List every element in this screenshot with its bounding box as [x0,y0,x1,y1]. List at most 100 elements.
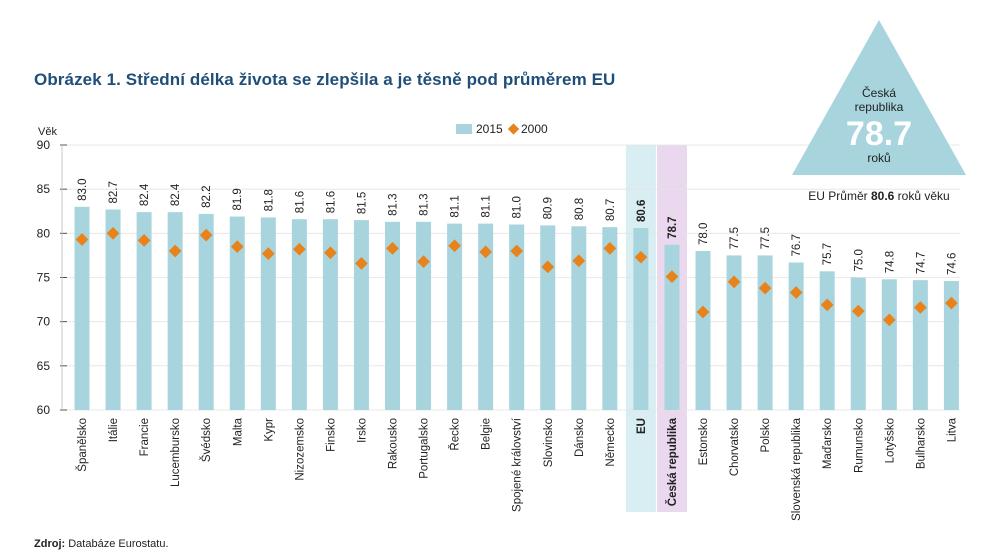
chart-title: Obrázek 1. Střední délka života se zlepš… [34,70,616,89]
y-axis-title: Věk [38,126,57,138]
marker-2000 [199,228,213,242]
value-label: 82.2 [201,186,213,208]
x-tick-label: Maďarsko [822,418,834,469]
marker-2000 [75,233,89,246]
legend-marker-2000 [507,123,520,135]
bar [850,277,866,410]
value-label: 81.1 [450,195,462,217]
eu-average-note: EU Průměr 80.6 roků věku [808,189,949,203]
bars-2015 [74,206,959,410]
x-tick-label: Lucembursko [170,418,182,487]
marker-2000 [106,226,120,240]
marker-2000 [230,240,244,253]
value-label: 81.3 [419,193,431,215]
callout-triangle-shape [792,20,966,175]
bar [167,212,183,410]
marker-2000 [417,255,430,268]
value-label: 75.0 [853,249,865,271]
eu-average-prefix: EU Průměr [808,189,871,203]
value-label: 82.4 [170,183,182,206]
x-tick-label: Belgie [481,418,493,450]
bar [291,219,307,410]
bar [819,271,835,410]
value-label: 81.0 [512,196,524,218]
value-label: 81.5 [356,192,368,214]
value-label: 82.7 [108,181,120,203]
bar [447,223,463,410]
value-label: 83.0 [77,178,89,200]
x-tick-label: Rakousko [388,418,400,469]
value-label: 81.6 [325,191,337,213]
callout-country-line2: republika [855,100,904,114]
x-tick-label: Rumunsko [853,418,865,473]
legend-swatch-2015 [456,124,472,134]
value-label: 82.4 [139,183,151,206]
marker-2000 [137,234,151,247]
bar [260,217,276,410]
marker-2000 [386,241,399,255]
legend: 2015 2000 [456,122,548,136]
bar [478,223,494,410]
bar [695,251,711,410]
x-tick-label: Polsko [760,418,772,453]
bar [943,281,959,410]
value-label: 76.7 [791,234,803,256]
bar [105,209,121,410]
marker-2000 [292,242,306,256]
bar [726,255,742,410]
x-tick-label: Malta [232,417,244,446]
bar [416,221,432,410]
bar [912,280,928,410]
x-tick-label: Itálie [108,418,120,442]
value-label: 81.3 [388,193,400,215]
bar [353,220,369,410]
value-label: 80.8 [574,198,586,220]
x-tick-label: Chorvatsko [729,418,741,476]
bar [229,216,245,410]
x-tick-label: Slovinsko [543,418,555,467]
x-tick-labels: Španělsko Itálie Francie Lucembursko Švédsko… [76,417,958,521]
bar [664,244,680,410]
y-tick-label: 80 [37,226,51,240]
marker-2000 [324,246,337,260]
x-tick-label: Spojené království [512,417,524,512]
bar [633,228,649,410]
value-label: 74.8 [884,251,896,273]
legend-label-2015: 2015 [476,122,503,136]
bar [881,279,897,410]
bar [509,224,525,410]
x-tick-label: Francie [139,418,151,456]
x-tick-label: Dánsko [574,418,586,457]
value-label: 81.8 [263,189,275,211]
x-tick-label: Irsko [356,418,368,443]
eu-average-value: 80.6 [871,189,895,203]
source-note: Zdroj: Databáze Eurostatu. [34,538,169,550]
value-label: 81.6 [294,191,306,213]
bar [322,219,338,410]
value-label: 81.9 [232,188,244,210]
value-label: 80.9 [543,197,555,219]
x-tick-label: Lotyšsko [884,418,896,463]
x-tick-label: Nizozemsko [294,418,306,481]
x-tick-label: Španělsko [76,418,89,472]
value-label: 74.6 [946,253,958,275]
value-label: 77.5 [760,227,772,249]
y-tick-label: 65 [37,359,51,373]
bar [136,212,152,410]
value-label: 78.7 [667,216,679,238]
eu-average-suffix: roků věku [894,189,949,203]
bar [198,213,214,410]
x-tick-label: Bulharsko [915,418,927,469]
marker-2000 [355,257,368,270]
x-tick-label: Finsko [325,418,337,452]
marker-2000 [634,250,648,264]
x-tick-label: Řecko [449,418,462,451]
value-labels: 83.0 82.7 82.4 82.4 82.2 81.9 81.8 81.6 81.6 81.5… [77,178,958,275]
value-label: 74.7 [915,252,927,274]
x-tick-label: Estonsko [698,418,710,465]
x-tick-label: EU [636,418,648,434]
value-label: 80.6 [636,200,648,222]
bar [571,226,587,410]
bar [602,227,618,410]
